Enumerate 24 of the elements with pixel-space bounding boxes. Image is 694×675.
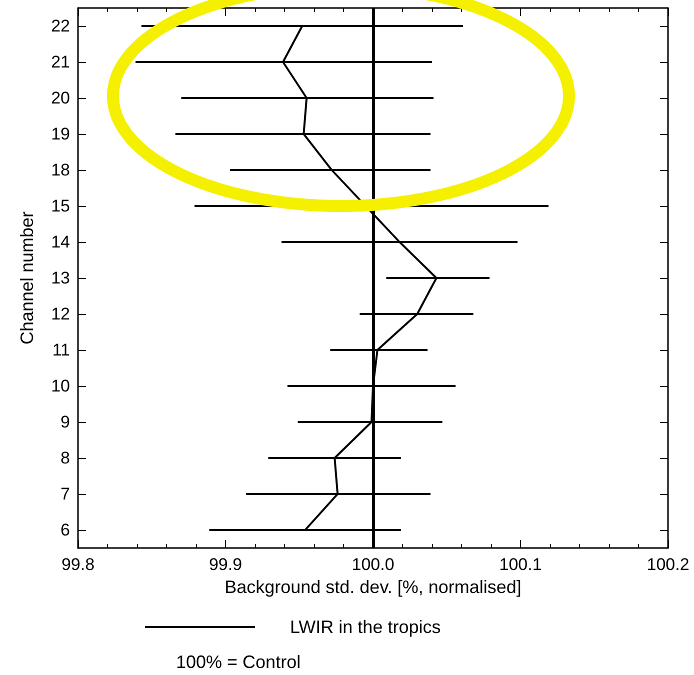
y-tick-label: 7 [60, 484, 70, 504]
y-tick-label: 20 [51, 88, 70, 108]
text: LWIR in the tropics [290, 617, 441, 637]
y-tick-label: 8 [60, 448, 70, 468]
y-axis-title: Channel number [17, 211, 37, 345]
y-tick-label: 14 [51, 232, 70, 252]
y-tick-label: 18 [51, 160, 70, 180]
y-tick-label: 11 [52, 340, 70, 360]
x-tick-label: 100.1 [499, 555, 542, 574]
x-tick-label: 100.2 [646, 555, 690, 574]
x-tick-label: 99.8 [61, 555, 95, 574]
x-tick-label: 99.9 [208, 555, 242, 574]
y-tick-label: 10 [51, 376, 70, 396]
y-tick-label: 6 [60, 520, 70, 540]
y-tick-label: 15 [51, 196, 70, 216]
y-tick-label: 13 [51, 268, 70, 288]
y-tick-label: 22 [51, 16, 70, 36]
text: 100% = Control [176, 652, 301, 672]
x-axis-title: Background std. dev. [%, normalised] [224, 576, 522, 597]
y-tick-label: 21 [51, 52, 70, 72]
y-tick-label: 9 [60, 412, 70, 432]
y-tick-label: 19 [51, 124, 70, 144]
y-tick-label: 12 [51, 304, 70, 324]
x-tick-label: 100.0 [352, 555, 394, 574]
